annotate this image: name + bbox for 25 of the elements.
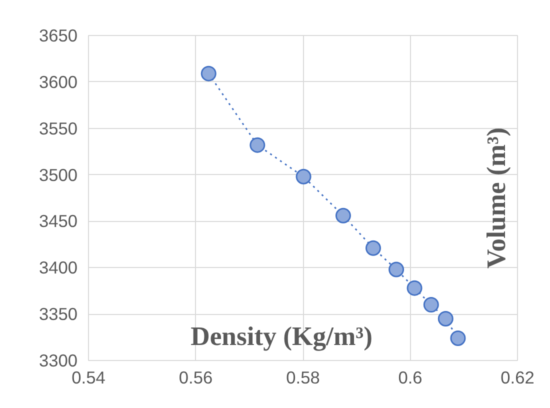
y-tick-label: 3300 — [38, 350, 78, 370]
point — [388, 262, 404, 278]
y-axis-title: Volume (m³) — [481, 127, 512, 269]
x-tick-label: 0.54 — [72, 368, 106, 388]
point — [250, 137, 266, 153]
point — [438, 310, 454, 326]
point — [296, 168, 312, 184]
y-tick-label: 3350 — [38, 304, 78, 324]
point — [335, 208, 351, 224]
x-tick-label: 0.6 — [398, 368, 422, 388]
x-axis-title: Density (Kg/m³) — [190, 320, 373, 351]
point — [366, 240, 381, 256]
y-tick-label: 3500 — [38, 164, 78, 185]
point — [423, 297, 439, 313]
y-tick-label: 3600 — [38, 72, 78, 92]
y-tick-label: 3400 — [38, 258, 78, 278]
x-tick-label: 0.58 — [286, 368, 320, 388]
y-tick-label: 3550 — [38, 118, 78, 138]
point — [200, 66, 216, 82]
point — [406, 280, 422, 296]
x-tick-label: 0.62 — [500, 368, 534, 388]
y-tick-label: 3650 — [38, 26, 78, 46]
y-tick-label: 3450 — [38, 211, 78, 232]
point — [450, 330, 466, 346]
x-tick-label: 0.56 — [178, 368, 213, 388]
